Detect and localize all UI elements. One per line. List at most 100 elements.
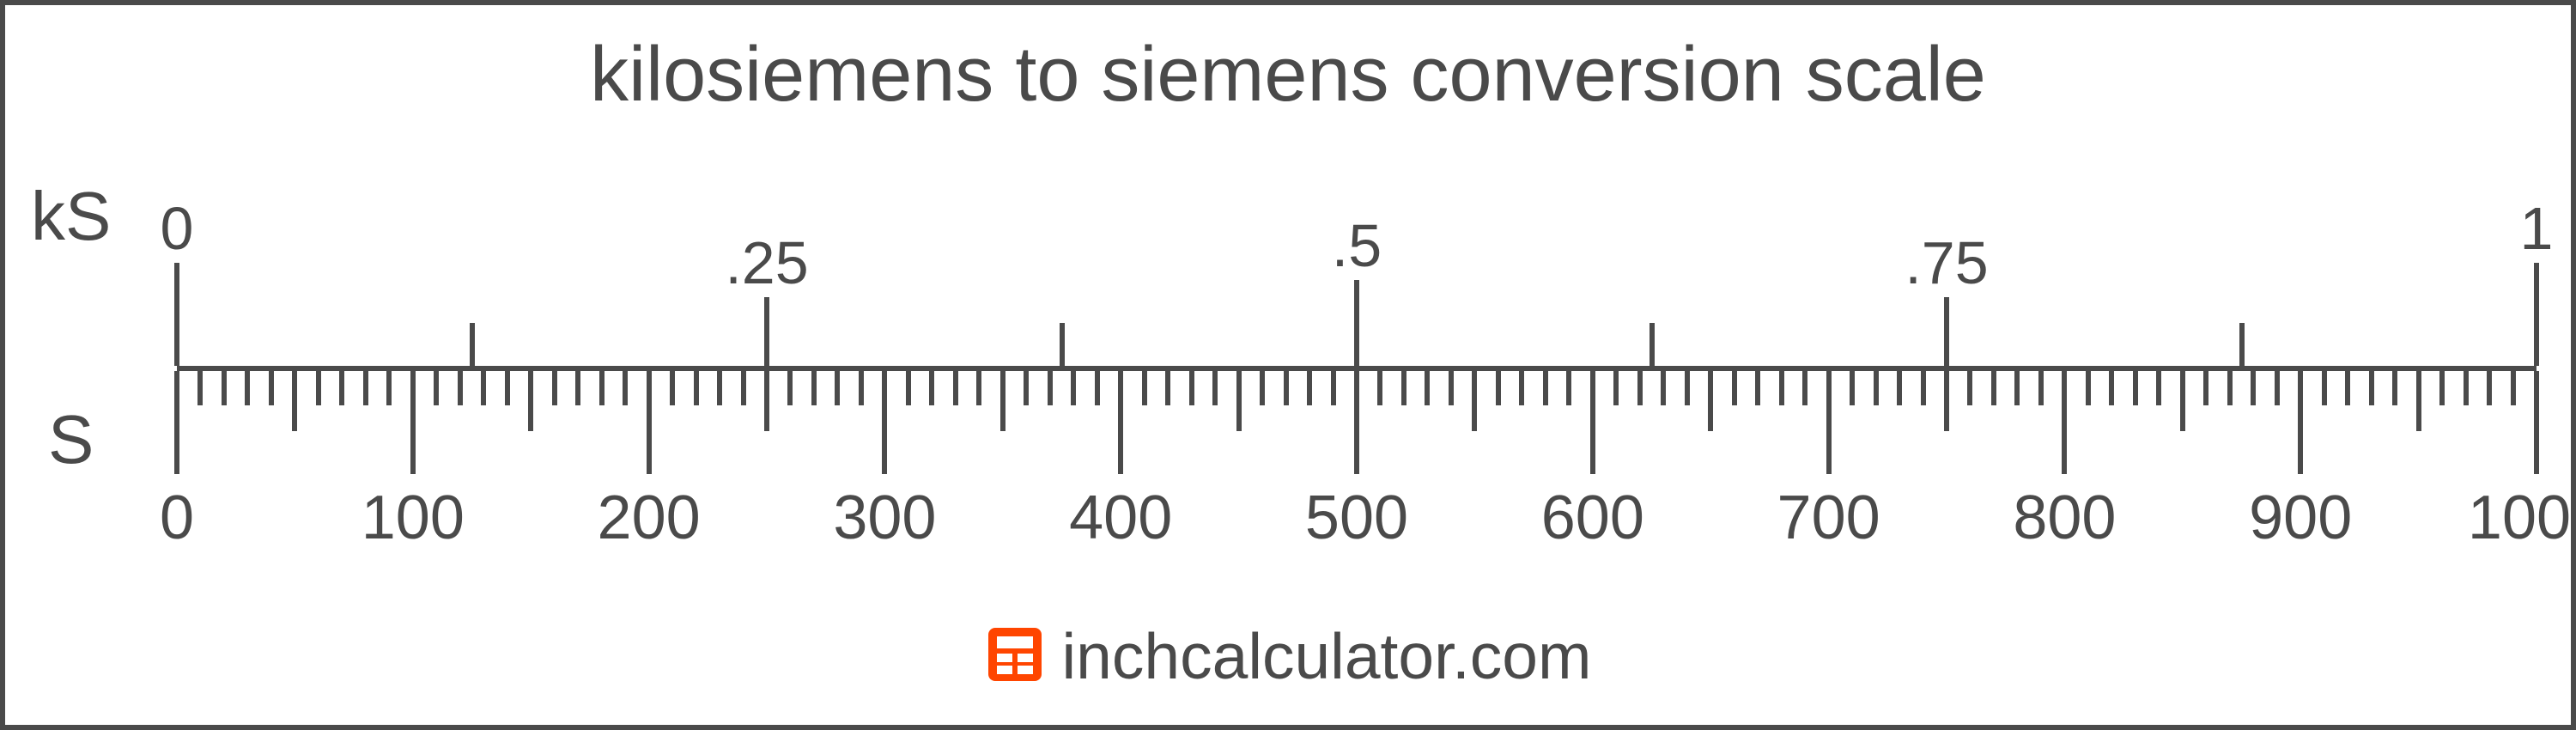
bottom-tick <box>1449 371 1454 405</box>
top-tick-label: 1 <box>2520 194 2554 263</box>
bottom-tick <box>1566 371 1571 405</box>
bottom-tick <box>623 371 628 405</box>
bottom-tick <box>2109 371 2114 405</box>
bottom-tick <box>1354 371 1359 474</box>
bottom-tick <box>1118 371 1123 474</box>
bottom-tick <box>1991 371 1996 405</box>
bottom-tick <box>575 371 580 405</box>
bottom-tick <box>2038 371 2044 405</box>
bottom-tick <box>2014 371 2020 405</box>
bottom-tick <box>1826 371 1832 474</box>
bottom-tick <box>1637 371 1643 405</box>
bottom-tick <box>1071 371 1076 405</box>
bottom-tick-label: 500 <box>1305 483 1408 553</box>
bottom-tick <box>2345 371 2350 405</box>
bottom-tick <box>2369 371 2374 405</box>
bottom-tick <box>2251 371 2256 405</box>
bottom-tick <box>764 371 769 431</box>
top-tick-label: 0 <box>161 194 194 263</box>
bottom-tick <box>410 371 416 474</box>
top-medium-tick <box>470 323 475 366</box>
bottom-tick <box>2464 371 2469 405</box>
bottom-tick <box>906 371 911 405</box>
bottom-tick <box>694 371 699 405</box>
bottom-tick <box>1802 371 1807 405</box>
bottom-tick <box>2416 371 2421 431</box>
top-major-tick <box>2534 263 2539 366</box>
bottom-tick-label: 600 <box>1541 483 1644 553</box>
bottom-tick <box>386 371 392 405</box>
bottom-tick <box>599 371 605 405</box>
bottom-tick <box>1095 371 1100 405</box>
bottom-tick <box>1212 371 1218 405</box>
bottom-tick-label: 100 <box>361 483 465 553</box>
top-medium-tick <box>1649 323 1655 366</box>
bottom-tick <box>741 371 746 405</box>
bottom-tick <box>1590 371 1595 474</box>
top-major-tick <box>764 297 769 366</box>
bottom-tick-label: 400 <box>1069 483 1172 553</box>
unit-top-label: kS <box>31 177 111 256</box>
bottom-tick <box>2534 371 2539 474</box>
bottom-tick <box>787 371 793 405</box>
bottom-tick <box>245 371 250 405</box>
bottom-tick <box>1189 371 1194 405</box>
bottom-tick <box>2086 371 2091 405</box>
bottom-tick <box>1236 371 1242 431</box>
bottom-tick-label: 200 <box>598 483 701 553</box>
bottom-tick-label: 900 <box>2249 483 2352 553</box>
bottom-tick <box>929 371 934 405</box>
top-medium-tick <box>1060 323 1065 366</box>
bottom-tick <box>882 371 887 474</box>
bottom-tick <box>1496 371 1501 405</box>
bottom-tick <box>481 371 486 405</box>
bottom-tick <box>811 371 817 405</box>
bottom-tick <box>953 371 958 405</box>
bottom-tick <box>505 371 510 405</box>
bottom-tick <box>1401 371 1406 405</box>
bottom-tick <box>1613 371 1619 405</box>
bottom-tick <box>458 371 463 405</box>
scale-container: kilosiemens to siemens conversion scale … <box>0 0 2576 730</box>
bottom-tick-label: 800 <box>2013 483 2116 553</box>
bottom-tick <box>2156 371 2161 405</box>
bottom-tick <box>2298 371 2303 474</box>
top-tick-label: .5 <box>1332 211 1382 280</box>
bottom-tick <box>1732 371 1737 405</box>
bottom-tick <box>2322 371 2327 405</box>
bottom-tick <box>552 371 557 405</box>
top-tick-label: .75 <box>1905 228 1988 297</box>
bottom-tick <box>292 371 297 431</box>
bottom-tick <box>2133 371 2138 405</box>
bottom-tick <box>976 371 981 405</box>
bottom-tick <box>339 371 344 405</box>
bottom-tick <box>1944 371 1949 431</box>
calculator-icon <box>985 624 1045 699</box>
bottom-tick <box>835 371 840 405</box>
bottom-tick <box>1284 371 1289 405</box>
bottom-tick <box>1024 371 1029 405</box>
bottom-tick <box>269 371 274 405</box>
bottom-tick <box>1708 371 1713 431</box>
top-medium-tick <box>2239 323 2245 366</box>
top-major-tick <box>174 263 179 366</box>
bottom-tick <box>528 371 533 431</box>
bottom-tick <box>1897 371 1902 405</box>
bottom-tick <box>1661 371 1666 405</box>
bottom-tick <box>2227 371 2233 405</box>
bottom-tick <box>2392 371 2397 405</box>
bottom-tick <box>1519 371 1524 405</box>
top-major-tick <box>1944 297 1949 366</box>
bottom-tick <box>434 371 439 405</box>
bottom-tick-label: 700 <box>1777 483 1880 553</box>
bottom-tick <box>1921 371 1926 405</box>
footer: inchcalculator.com <box>5 619 2571 699</box>
top-major-tick <box>1354 280 1359 366</box>
bottom-tick <box>670 371 675 405</box>
bottom-tick <box>647 371 652 474</box>
footer-text: inchcalculator.com <box>1062 620 1592 692</box>
bottom-tick <box>1874 371 1879 405</box>
bottom-tick <box>1142 371 1147 405</box>
bottom-tick <box>1425 371 1430 405</box>
bottom-tick <box>1165 371 1170 405</box>
